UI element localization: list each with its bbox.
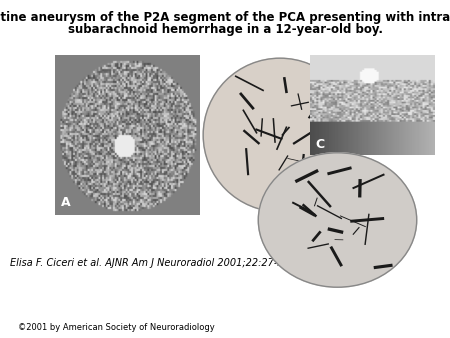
Polygon shape <box>258 153 417 287</box>
Text: C: C <box>315 138 324 151</box>
Text: ©2001 by American Society of Neuroradiology: ©2001 by American Society of Neuroradiol… <box>18 323 215 333</box>
Text: A: A <box>61 196 70 209</box>
Polygon shape <box>203 58 357 212</box>
Text: Elisa F. Ciceri et al. AJNR Am J Neuroradiol 2001;22:27-34: Elisa F. Ciceri et al. AJNR Am J Neurora… <box>10 258 290 268</box>
Text: AJNR: AJNR <box>341 287 410 311</box>
Text: AMERICAN JOURNAL OF NEURORADIOLOGY: AMERICAN JOURNAL OF NEURORADIOLOGY <box>323 319 428 324</box>
Text: D: D <box>261 271 272 284</box>
Text: subarachnoid hemorrhage in a 12-year-old boy.: subarachnoid hemorrhage in a 12-year-old… <box>68 24 382 37</box>
Text: Giant serpentine aneurysm of the P2A segment of the PCA presenting with intracer: Giant serpentine aneurysm of the P2A seg… <box>0 11 450 24</box>
Text: B: B <box>207 196 216 209</box>
